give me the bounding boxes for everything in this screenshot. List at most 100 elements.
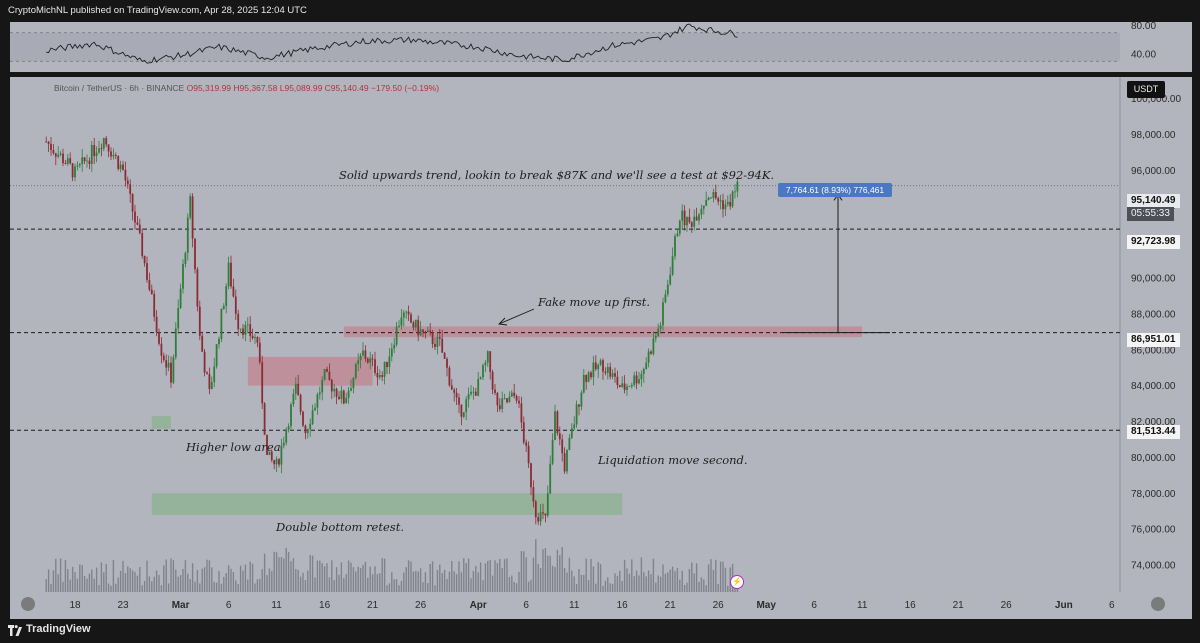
volume-bar	[657, 575, 659, 592]
candle	[510, 390, 513, 397]
volume-bar	[143, 580, 146, 592]
annotation-trend[interactable]: Solid upwards trend, lookin to break $87…	[339, 168, 775, 182]
volume-bar	[177, 576, 179, 592]
candle	[100, 143, 103, 157]
candle	[482, 363, 484, 380]
volume-bar	[511, 575, 513, 592]
measure-label[interactable]: 7,764.61 (8.93%) 776,461	[778, 183, 892, 197]
volume-bar	[297, 569, 299, 592]
volume-bar	[525, 557, 527, 592]
volume-bar	[352, 567, 355, 592]
lightning-icon[interactable]: ⚡	[730, 575, 744, 589]
volume-bar	[194, 581, 196, 592]
candle	[371, 354, 374, 367]
candle	[477, 371, 480, 397]
volume-bar	[633, 576, 635, 592]
candle	[350, 379, 352, 392]
candle	[220, 308, 223, 343]
level-label-1: 92,723.98	[1127, 235, 1180, 249]
volume-bar	[81, 565, 83, 592]
volume-bar	[256, 579, 259, 592]
annotation-double-bottom[interactable]: Double bottom retest.	[276, 520, 404, 534]
volume-bar	[489, 559, 491, 592]
volume-bar	[460, 572, 463, 592]
volume-bar	[184, 560, 187, 592]
x-tick-label: 21	[665, 600, 677, 611]
volume-bar	[371, 574, 374, 592]
volume-bar	[364, 561, 367, 592]
candle	[383, 361, 386, 385]
volume-bar	[153, 576, 155, 592]
candle	[256, 336, 259, 348]
support-zone	[151, 493, 623, 515]
candle	[98, 140, 100, 155]
candle	[501, 391, 504, 413]
volume-bar	[650, 574, 652, 592]
volume-bar	[261, 569, 263, 592]
volume-bar	[95, 567, 98, 592]
candle	[585, 374, 588, 390]
volume-bar	[110, 585, 112, 592]
x-tick-label: 26	[713, 600, 725, 611]
candle	[215, 344, 218, 369]
candle	[275, 456, 278, 473]
annotation-liquidation[interactable]: Liquidation move second.	[598, 453, 748, 467]
annotation-higher-low[interactable]: Higher low area	[186, 440, 281, 454]
candle	[736, 178, 739, 198]
candle	[393, 337, 396, 354]
volume-bar	[362, 564, 364, 592]
volume-bar	[268, 568, 271, 592]
candle	[345, 392, 348, 404]
candle	[261, 355, 264, 409]
candle	[417, 315, 420, 342]
volume-bar	[115, 583, 117, 592]
volume-bar	[688, 568, 691, 592]
candle	[354, 362, 357, 380]
candle	[676, 228, 679, 237]
volume-bar	[638, 575, 640, 592]
volume-bar	[494, 560, 496, 592]
candle	[431, 330, 434, 348]
candle	[158, 328, 160, 346]
x-tick-label: 11	[569, 600, 580, 611]
scroll-left-button[interactable]	[21, 597, 35, 611]
candle	[436, 332, 439, 355]
candle	[724, 199, 727, 216]
candle	[381, 371, 384, 382]
volume-bar	[436, 569, 439, 592]
volume-bar	[357, 566, 359, 592]
x-tick-label: 6	[1109, 600, 1115, 611]
settings-button[interactable]	[1151, 597, 1165, 611]
annotation-fake-move[interactable]: Fake move up first.	[538, 295, 651, 309]
volume-bar	[434, 585, 436, 592]
volume-bar	[578, 568, 580, 592]
candle	[201, 331, 204, 352]
volume-bar	[129, 568, 131, 592]
candle	[621, 376, 624, 388]
volume-bar	[266, 575, 268, 592]
volume-bar	[508, 577, 511, 592]
candle	[88, 157, 91, 170]
candle	[54, 152, 57, 166]
volume-bar	[619, 570, 621, 592]
volume-bar	[683, 584, 686, 592]
volume-bar	[340, 562, 343, 592]
candle	[143, 255, 146, 267]
candle	[602, 358, 604, 380]
volume-bar	[659, 576, 662, 592]
volume-bar	[321, 563, 323, 592]
volume-bar	[374, 566, 376, 592]
volume-bar	[407, 560, 410, 592]
volume-bar	[127, 566, 129, 592]
volume-bar	[242, 570, 244, 592]
volume-bar	[285, 547, 287, 592]
ohlc-high: H95,367.58	[233, 83, 278, 93]
symbol-legend: Bitcoin / TetherUS · 6h · BINANCE O95,31…	[54, 83, 439, 93]
volume-bar	[419, 568, 422, 592]
volume-bar	[292, 558, 295, 592]
candle	[537, 512, 540, 525]
candle	[722, 193, 724, 218]
volume-bar	[535, 539, 537, 592]
currency-button[interactable]: USDT	[1127, 81, 1165, 98]
candle	[268, 451, 271, 456]
